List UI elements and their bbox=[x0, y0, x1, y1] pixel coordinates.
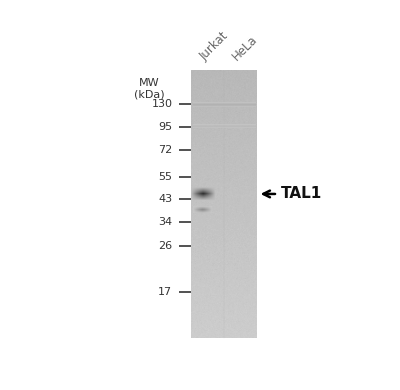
Text: 26: 26 bbox=[158, 241, 172, 252]
Text: HeLa: HeLa bbox=[230, 33, 260, 63]
Text: 95: 95 bbox=[158, 122, 172, 132]
Text: MW
(kDa): MW (kDa) bbox=[134, 78, 164, 100]
Text: Jurkat: Jurkat bbox=[197, 30, 231, 63]
Text: 55: 55 bbox=[158, 172, 172, 181]
Text: TAL1: TAL1 bbox=[281, 186, 322, 202]
Text: 34: 34 bbox=[158, 218, 172, 227]
Text: 130: 130 bbox=[152, 99, 172, 110]
Text: 72: 72 bbox=[158, 145, 172, 154]
Text: 43: 43 bbox=[158, 194, 172, 204]
Text: 17: 17 bbox=[158, 287, 172, 298]
